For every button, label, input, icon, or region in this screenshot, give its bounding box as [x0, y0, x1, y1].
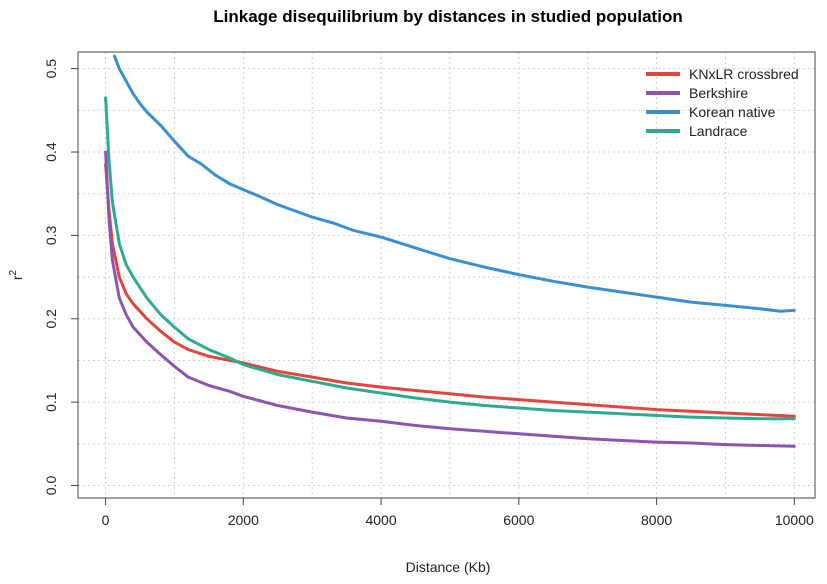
x-tick-label: 6000 — [503, 512, 534, 528]
y-tick-label: 0.0 — [43, 476, 59, 496]
y-axis-label: r2 — [8, 269, 25, 280]
series-line-berkshire — [104, 150, 796, 448]
grid-layer — [78, 52, 815, 498]
y-tick-label: 0.5 — [43, 59, 59, 79]
y-tick-label: 0.1 — [43, 392, 59, 412]
x-axis-label: Distance (Kb) — [406, 559, 491, 575]
axis-layer: 0 2000 4000 6000 8000 10000 0.0 0.1 0.2 0.3 0.4 0.5 — [43, 59, 814, 528]
series-line-knxlr-crossbred — [104, 163, 796, 418]
x-tick-label: 4000 — [365, 512, 396, 528]
legend-label-knxlr-crossbred: KNxLR crossbred — [689, 66, 799, 82]
x-tick-label: 10000 — [775, 512, 814, 528]
legend-label-landrace: Landrace — [689, 123, 748, 139]
x-tick-label: 2000 — [228, 512, 259, 528]
legend-label-berkshire: Berkshire — [689, 85, 748, 101]
series-line-korean-native — [113, 54, 796, 313]
y-tick-label: 0.3 — [43, 225, 59, 245]
chart-title: Linkage disequilibrium by distances in s… — [213, 7, 682, 26]
series-layer — [104, 54, 796, 448]
y-axis-label-superscript: 2 — [8, 269, 19, 275]
plot-frame — [77, 51, 816, 499]
legend-label-korean-native: Korean native — [689, 104, 776, 120]
x-tick-label: 0 — [102, 512, 110, 528]
x-tick-label: 8000 — [641, 512, 672, 528]
legend: KNxLR crossbred Berkshire Korean native Lan… — [646, 66, 799, 139]
series-line-landrace — [104, 96, 796, 421]
y-axis-label-base: r — [9, 275, 25, 280]
y-tick-label: 0.2 — [43, 309, 59, 329]
y-tick-label: 0.4 — [43, 142, 59, 162]
